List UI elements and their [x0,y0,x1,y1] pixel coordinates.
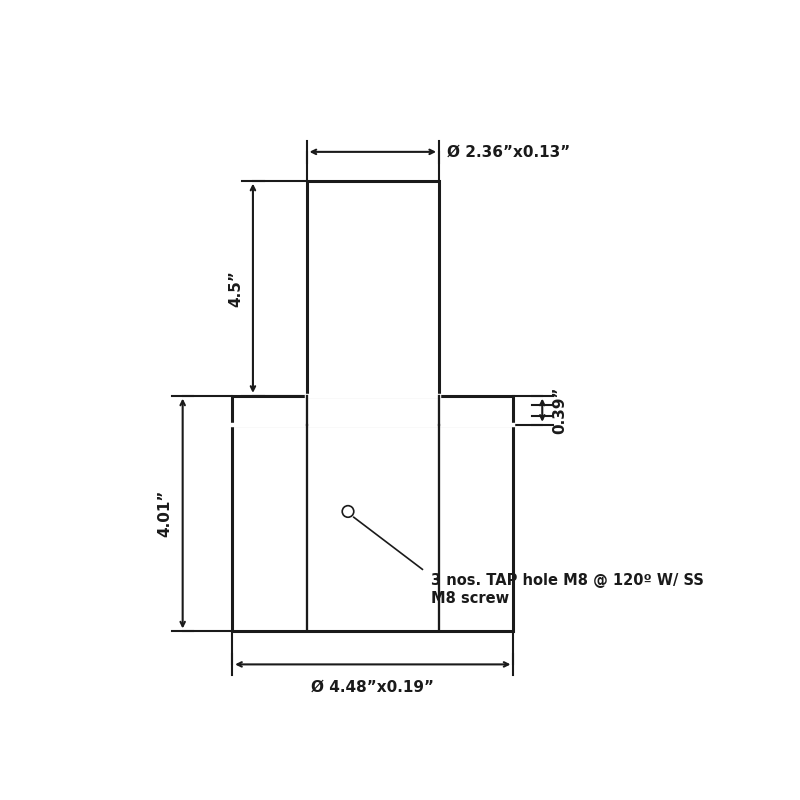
Bar [232,425,514,631]
Text: 3 nos. TAP hole M8 @ 120º W/ SS
M8 screw: 3 nos. TAP hole M8 @ 120º W/ SS M8 screw [430,574,703,606]
Text: Ø 4.48”x0.19”: Ø 4.48”x0.19” [311,679,434,694]
Bar [232,396,514,425]
Text: 4.5”: 4.5” [228,270,243,306]
Text: 4.01”: 4.01” [158,490,173,538]
Bar [306,181,439,396]
Text: Ø 2.36”x0.13”: Ø 2.36”x0.13” [447,144,570,159]
Text: 0.39”: 0.39” [552,386,567,434]
Circle shape [342,506,354,518]
